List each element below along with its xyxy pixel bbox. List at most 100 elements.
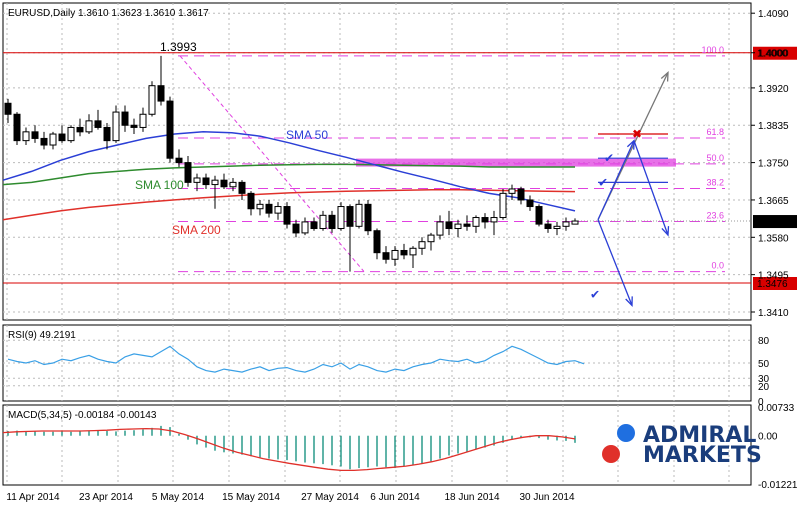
candle xyxy=(481,213,489,229)
candle-body xyxy=(238,181,246,194)
candle xyxy=(175,149,183,167)
candle xyxy=(328,210,336,233)
candle xyxy=(400,243,408,260)
candle-body xyxy=(418,241,426,249)
check-mark-icon: ✔ xyxy=(598,175,608,189)
candle xyxy=(85,114,93,135)
candle-body xyxy=(355,203,363,227)
candle-body xyxy=(391,249,399,260)
price-ytick-label: 1.3495 xyxy=(758,271,789,282)
check-mark-icon: ✔ xyxy=(590,287,600,301)
candle-body xyxy=(85,120,93,133)
macd-layer xyxy=(2,425,576,472)
candle-body xyxy=(409,247,417,256)
candle-body xyxy=(220,179,228,188)
candle-body xyxy=(130,124,138,128)
candle-body xyxy=(274,206,282,214)
candle xyxy=(454,219,462,238)
candle-body xyxy=(139,113,147,128)
candle xyxy=(418,237,426,255)
x-axis-label: 5 May 2014 xyxy=(152,492,205,503)
x-axis-label: 18 Jun 2014 xyxy=(444,492,499,503)
current-price-label: 1.3617 xyxy=(757,217,788,228)
x-axis-label: 23 Apr 2014 xyxy=(79,492,133,503)
rsi-pane[interactable] xyxy=(2,324,752,402)
rsi-title: RSI(9) 49.2191 xyxy=(8,330,76,341)
macd-title: MACD(5,34,5) -0.00184 -0.00143 xyxy=(8,410,157,421)
candle xyxy=(472,215,480,233)
candle-body xyxy=(58,133,66,142)
candle-body xyxy=(112,111,120,142)
macd-ytick-label: 0.00733 xyxy=(758,403,795,414)
fib-level-label: 0.0 xyxy=(711,261,724,271)
level-price-label: 1.3476 xyxy=(757,279,788,290)
candle xyxy=(571,218,579,225)
current-price-box xyxy=(753,215,797,229)
x-axis-label: 6 Jun 2014 xyxy=(370,492,420,503)
candle xyxy=(409,246,417,269)
fib-level-label: 50.0 xyxy=(706,153,724,163)
candle xyxy=(103,123,111,150)
candle-body xyxy=(490,217,498,223)
candle-body xyxy=(4,102,12,115)
candle xyxy=(427,232,435,251)
candle-body xyxy=(94,120,102,128)
candles-layer xyxy=(4,55,579,272)
candle-body xyxy=(310,221,318,230)
rsi-ytick-label: 0 xyxy=(758,397,764,408)
candle-body xyxy=(121,111,129,126)
candle xyxy=(562,217,570,231)
candle-body xyxy=(67,126,75,142)
logo-line1: ADMIRAL xyxy=(643,423,756,448)
candle-body xyxy=(544,223,552,230)
candle xyxy=(220,173,228,189)
annotations-layer: ✔ ✔ ✔ ✖ xyxy=(590,71,670,307)
candle-body xyxy=(211,179,219,186)
candle xyxy=(436,215,444,240)
level-price-box xyxy=(753,276,797,290)
high-price-label: 1.3993 xyxy=(160,40,197,54)
candle-body xyxy=(517,188,525,201)
candle xyxy=(283,202,291,229)
candle xyxy=(13,112,21,146)
candle xyxy=(40,131,48,150)
rsi-layer xyxy=(3,339,751,387)
levels-layer: 1.4000 1.3476 100.0 61.8 50.0 38.2 23.6 0.0 1.36… xyxy=(3,45,797,290)
candle xyxy=(67,125,75,143)
candle-body xyxy=(193,177,201,183)
price-ytick-label: 1.3750 xyxy=(758,159,789,170)
candle xyxy=(364,199,372,236)
candle-body xyxy=(175,157,183,164)
candle-body xyxy=(445,221,453,230)
candle-body xyxy=(229,181,237,188)
fib-zone-bar xyxy=(356,158,676,167)
moving-averages-layer xyxy=(2,131,576,221)
candle-body xyxy=(247,192,255,210)
candle-body xyxy=(166,100,174,159)
candle-body xyxy=(148,85,156,115)
forecast-arrow-line xyxy=(597,140,635,220)
candle xyxy=(265,199,273,218)
candle xyxy=(373,228,381,260)
candle xyxy=(301,217,309,236)
level-price-label: 1.4000 xyxy=(757,49,788,60)
candle xyxy=(382,246,390,264)
logo-line2: MARKETS xyxy=(643,443,762,468)
candle-body xyxy=(103,126,111,142)
candle-body xyxy=(328,214,336,230)
candle xyxy=(22,127,30,146)
candle xyxy=(247,191,255,216)
candle-body xyxy=(382,252,390,260)
macd-ytick-label: -0.01221 xyxy=(758,480,798,491)
candle-body xyxy=(31,131,39,139)
candle xyxy=(319,210,327,231)
candle-body xyxy=(301,221,309,234)
sma200-label: SMA 200 xyxy=(172,223,221,237)
candle xyxy=(139,107,147,132)
candle xyxy=(445,210,453,236)
macd-signal-line xyxy=(2,427,576,472)
price-ytick-label: 1.3580 xyxy=(758,233,789,244)
fib-trend-line xyxy=(179,55,365,272)
candle xyxy=(121,105,129,132)
